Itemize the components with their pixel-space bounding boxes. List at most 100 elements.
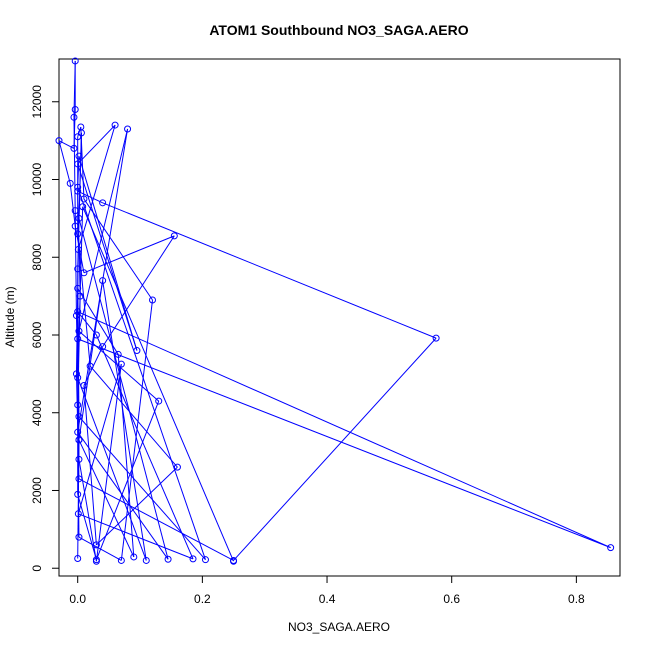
series-segment xyxy=(77,311,611,549)
data-point xyxy=(74,133,82,141)
data-point xyxy=(173,463,181,471)
series-segment xyxy=(78,536,122,561)
series-segment xyxy=(77,311,97,336)
series-segment xyxy=(77,124,116,165)
data-point xyxy=(71,207,79,215)
data-point xyxy=(142,556,150,564)
data-point xyxy=(607,544,615,552)
data-point xyxy=(74,335,82,343)
data-point xyxy=(71,57,79,65)
data-point xyxy=(75,214,83,222)
series-segment xyxy=(77,364,122,514)
x-tick-label: 0.6 xyxy=(443,592,460,606)
series-segment xyxy=(77,233,91,367)
data-point xyxy=(75,475,83,483)
data-point xyxy=(133,347,141,355)
data-point xyxy=(74,428,82,436)
series-segment xyxy=(77,288,80,460)
series-segment xyxy=(102,202,437,339)
data-point xyxy=(76,292,84,300)
data-point xyxy=(74,490,82,498)
series-segment xyxy=(82,206,234,562)
x-tick-label: 0.4 xyxy=(319,592,336,606)
series-segment xyxy=(120,299,153,561)
data-point xyxy=(74,230,82,238)
chart-title: ATOM1 Southbound NO3_SAGA.AERO xyxy=(209,22,468,38)
series-segment xyxy=(102,280,147,561)
x-tick-label: 0.0 xyxy=(69,592,86,606)
data-point xyxy=(74,265,82,273)
data-point xyxy=(74,510,82,518)
data-point xyxy=(75,436,83,444)
series-segment xyxy=(78,218,169,560)
y-tick-label: 0 xyxy=(30,565,44,572)
data-point xyxy=(117,360,125,368)
data-point xyxy=(189,555,197,563)
series-segment xyxy=(58,140,71,184)
y-tick-label: 4000 xyxy=(30,399,44,426)
series-segment xyxy=(78,513,194,560)
data-point xyxy=(117,556,125,564)
data-point xyxy=(75,533,83,541)
data-point xyxy=(230,557,238,565)
data-point xyxy=(74,555,82,563)
data-point xyxy=(80,382,88,390)
series-segment xyxy=(78,439,135,558)
data-point xyxy=(99,199,107,207)
data-point xyxy=(86,362,94,370)
data-point xyxy=(74,183,82,191)
series-segment xyxy=(89,365,178,468)
series-segment xyxy=(78,132,82,219)
data-point xyxy=(111,121,119,129)
data-point xyxy=(130,553,138,561)
series-segment xyxy=(69,183,76,227)
series-segment xyxy=(83,235,175,274)
data-point xyxy=(66,179,74,187)
series-segment xyxy=(78,128,129,332)
series-segment xyxy=(95,364,122,562)
data-point xyxy=(114,350,122,358)
data-point xyxy=(75,413,83,421)
y-tick-label: 6000 xyxy=(30,321,44,348)
data-point xyxy=(71,222,79,230)
data-point xyxy=(71,106,79,114)
series-segment xyxy=(77,126,82,137)
data-point xyxy=(149,296,156,304)
series-segment xyxy=(96,466,178,546)
data-point xyxy=(74,187,82,195)
x-axis-label: NO3_SAGA.AERO xyxy=(288,620,390,634)
series-segment xyxy=(95,334,194,560)
series-segment xyxy=(78,280,104,441)
data-point xyxy=(72,312,80,320)
data-point xyxy=(72,370,80,378)
series-segment xyxy=(117,354,135,557)
y-tick-label: 10000 xyxy=(30,162,44,196)
y-tick-label: 8000 xyxy=(30,244,44,271)
data-point xyxy=(99,343,107,351)
series-segment xyxy=(83,385,97,545)
data-point xyxy=(170,232,178,240)
data-point xyxy=(75,152,83,160)
y-axis-label: Altitude (m) xyxy=(3,286,17,347)
data-point xyxy=(70,113,78,121)
y-tick-label: 2000 xyxy=(30,477,44,504)
data-point xyxy=(74,308,82,316)
data-point xyxy=(75,455,83,463)
data-point xyxy=(164,555,172,563)
data-point xyxy=(80,195,88,203)
data-point xyxy=(74,284,82,292)
series-segment xyxy=(77,377,147,561)
series-segment xyxy=(77,288,119,355)
data-point xyxy=(75,327,83,335)
data-point xyxy=(74,160,82,168)
y-tick-label: 12000 xyxy=(30,85,44,119)
data-point xyxy=(70,144,78,152)
series-segment xyxy=(78,156,138,351)
data-point xyxy=(74,401,82,409)
data-point xyxy=(77,129,85,137)
data-point xyxy=(74,374,82,382)
y-axis: 0 2000 4000 6000 8000 10000 12000 xyxy=(30,85,59,572)
data-point xyxy=(79,203,87,211)
series-segment xyxy=(73,109,76,149)
series-segment xyxy=(233,337,437,561)
